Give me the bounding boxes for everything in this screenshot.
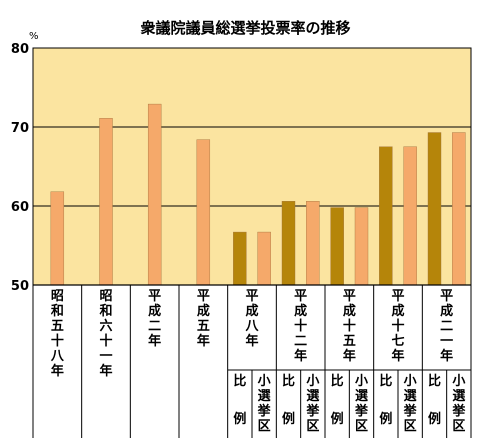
bar — [354, 207, 369, 286]
bar — [196, 139, 211, 286]
x-category-label: 昭和五十八年 — [50, 289, 64, 379]
bar — [452, 132, 466, 286]
y-tick-label: 80 — [11, 42, 29, 57]
sub-label: 比 — [379, 374, 393, 389]
bar — [257, 231, 271, 286]
bar — [403, 146, 417, 286]
bar — [379, 146, 393, 286]
bar — [281, 201, 296, 286]
x-category-label: 平成十五年 — [342, 289, 356, 364]
sub-label: 小選挙区 — [403, 374, 417, 434]
sub-label: 例 — [233, 412, 247, 427]
sub-label: 比 — [330, 374, 344, 389]
y-tick-label: 60 — [11, 200, 29, 215]
bar — [233, 231, 247, 286]
x-category-label: 平成十七年 — [391, 289, 405, 364]
sub-label: 比 — [233, 374, 247, 389]
sub-label: 小選挙区 — [354, 374, 368, 434]
sub-label: 例 — [427, 412, 441, 427]
bar — [50, 191, 65, 286]
chart-title: 衆議院議員総選挙投票率の推移 — [140, 19, 351, 37]
sub-label: 比 — [427, 374, 441, 389]
sub-label: 例 — [330, 412, 344, 427]
sub-label: 小選挙区 — [257, 374, 271, 434]
x-category-label: 平成二一年 — [440, 289, 454, 364]
bar — [427, 132, 442, 286]
x-category-label: 平成八年 — [245, 289, 259, 349]
bar — [306, 201, 320, 286]
x-category-label: 昭和六十一年 — [99, 289, 113, 379]
bar — [99, 118, 113, 286]
sub-label: 小選挙区 — [452, 374, 466, 434]
sub-label: 比 — [281, 374, 295, 389]
x-category-label: 平成二年 — [148, 289, 162, 349]
sub-label: 小選挙区 — [306, 374, 320, 434]
bar — [330, 207, 344, 286]
y-axis-unit: % — [29, 31, 39, 42]
x-category-label: 平成十二年 — [294, 289, 308, 364]
sub-label: 例 — [281, 412, 295, 427]
x-category-label: 平成五年 — [196, 289, 210, 349]
plot-border — [32, 47, 472, 286]
y-tick-label: 50 — [11, 279, 29, 294]
bar — [147, 103, 162, 286]
sub-label: 例 — [379, 412, 393, 427]
y-tick-label: 70 — [11, 121, 29, 136]
